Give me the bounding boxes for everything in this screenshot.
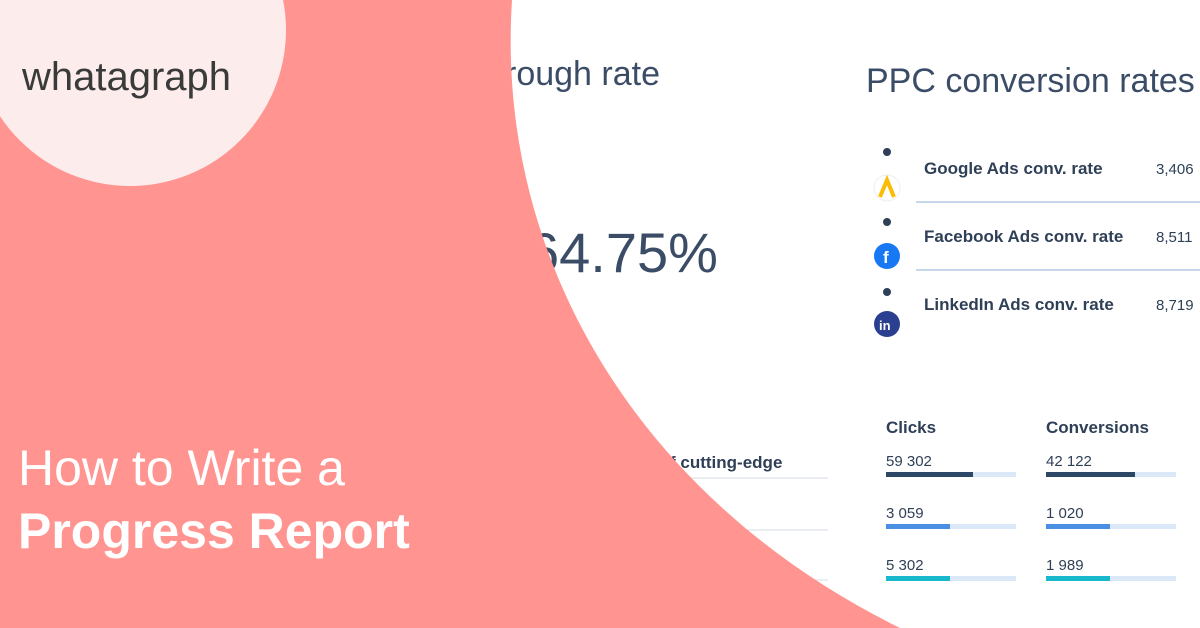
- logo-circle: [0, 0, 286, 186]
- table-cell: 1 020: [1046, 505, 1084, 522]
- ctr-title: rough rate: [505, 55, 660, 93]
- ppc-title: PPC conversion rates: [866, 62, 1195, 100]
- table-cell: 42 122: [1046, 453, 1092, 470]
- table-cell: 5 302: [886, 557, 924, 574]
- table-header: Clicks: [886, 418, 936, 437]
- ppc-value: 8,511: [1156, 229, 1192, 246]
- logo: whatagraph: [21, 55, 231, 99]
- table-bars: [886, 472, 1176, 581]
- table-cell: 3 059: [886, 505, 924, 522]
- headline-line1: How to Write a: [18, 440, 345, 496]
- svg-text:in: in: [879, 318, 891, 333]
- headline-line2: Progress Report: [18, 503, 410, 559]
- ctr-value: 64.75%: [528, 221, 718, 284]
- pink-shape: [0, 0, 900, 628]
- svg-text:f: f: [883, 248, 889, 267]
- ppc-label: Google Ads conv. rate: [924, 159, 1103, 178]
- table-cell: 59 302: [886, 453, 932, 470]
- ppc-value: 8,719: [1156, 297, 1194, 314]
- ppc-label: LinkedIn Ads conv. rate: [924, 295, 1114, 314]
- table-header: Conversions: [1046, 418, 1149, 437]
- table-cell: 1 989: [1046, 557, 1084, 574]
- ppc-label: Facebook Ads conv. rate: [924, 227, 1123, 246]
- ppc-value: 3,406: [1156, 161, 1194, 178]
- ppc-icons: f in: [873, 148, 901, 337]
